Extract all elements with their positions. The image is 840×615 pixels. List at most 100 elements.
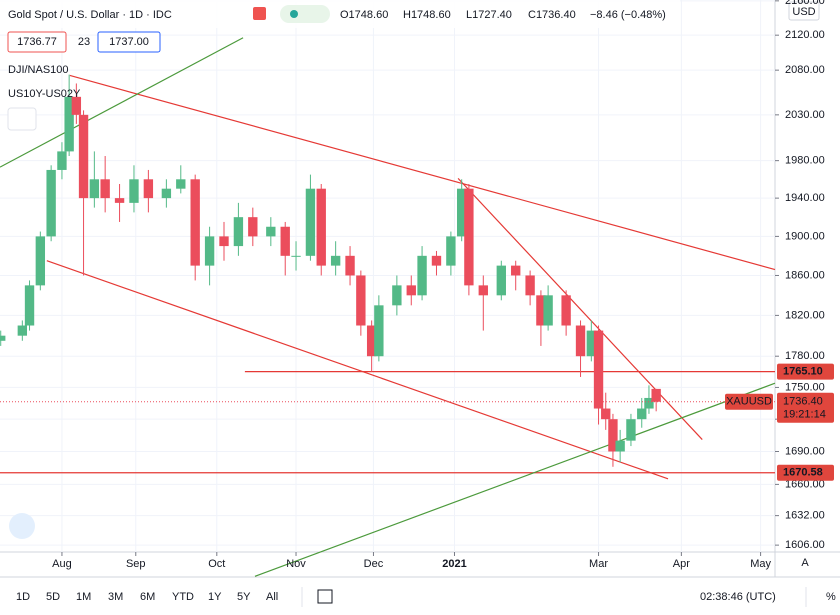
candle — [366, 320, 377, 372]
range-button[interactable]: 5D — [46, 591, 60, 603]
candle — [626, 413, 636, 447]
candle — [356, 270, 366, 336]
candle-body — [35, 236, 46, 286]
candle — [316, 183, 326, 276]
spread: 23 — [78, 36, 90, 48]
clock: 02:38:46 (UTC) — [700, 591, 776, 603]
range-button[interactable]: 5Y — [237, 591, 251, 603]
candle-body — [446, 236, 456, 266]
candle-body — [233, 217, 244, 247]
candle — [593, 325, 604, 425]
candle — [644, 385, 654, 414]
currency: USD — [792, 6, 815, 18]
candle-body — [626, 419, 636, 441]
price-tag: 1765.10 — [783, 366, 823, 378]
candle — [291, 241, 301, 271]
y-tick-label: 2160.00 — [785, 0, 825, 7]
candle-body — [305, 188, 316, 256]
candle-body — [543, 295, 553, 326]
countdown: 19:21:14 — [783, 409, 826, 421]
y-tick-label: 2080.00 — [785, 64, 825, 76]
candle-body — [417, 255, 427, 296]
candle — [345, 246, 355, 286]
candle — [586, 320, 597, 362]
candle — [233, 202, 244, 256]
y-tick-label: 1780.00 — [785, 350, 825, 362]
range-button[interactable]: All — [266, 591, 278, 603]
candle-body — [143, 179, 154, 199]
candle-body — [651, 388, 661, 402]
candle-body — [24, 285, 35, 326]
auto-scale[interactable]: A — [801, 557, 809, 569]
candle-body — [0, 335, 6, 341]
candle-body — [586, 330, 597, 357]
y-tick-label: 1820.00 — [785, 309, 825, 321]
candle — [17, 320, 28, 341]
range-button[interactable]: 1D — [16, 591, 30, 603]
candle — [496, 260, 506, 301]
candle-body — [431, 255, 442, 266]
candle — [305, 174, 316, 261]
candle — [543, 285, 553, 331]
candle — [204, 226, 215, 286]
candle-body — [89, 179, 100, 199]
range-button[interactable]: YTD — [172, 591, 194, 603]
collapse-btn[interactable] — [7, 107, 37, 131]
candle-body — [190, 179, 200, 266]
currency-box — [788, 1, 820, 21]
ohlc-value: L1727.40 — [466, 9, 512, 21]
price-tag-bg — [777, 464, 834, 481]
price-tag-bg — [777, 392, 834, 423]
symbol-tag: XAUUSD — [726, 396, 772, 408]
trend-line — [46, 260, 669, 480]
bid-box[interactable] — [7, 31, 67, 53]
ask-box[interactable] — [97, 31, 161, 53]
price-tag-bg — [777, 363, 834, 380]
y-tick-label: 1980.00 — [785, 155, 825, 167]
candle — [561, 290, 571, 336]
candle-body — [525, 275, 535, 296]
candle-body — [356, 275, 366, 326]
candle — [64, 74, 74, 157]
x-tick-label: Aug — [52, 558, 72, 570]
symbol-tag-bg — [725, 393, 773, 410]
range-button[interactable]: 1Y — [208, 591, 222, 603]
x-tick-label: Dec — [364, 558, 384, 570]
candle-body — [366, 325, 377, 357]
candle-body — [496, 265, 506, 296]
candle — [100, 156, 110, 213]
candle — [24, 280, 35, 331]
range-button[interactable]: 3M — [108, 591, 123, 603]
ohlc-value: O1748.60 — [340, 9, 388, 21]
candle-body — [316, 188, 326, 266]
trend-line — [457, 177, 703, 440]
range-button[interactable]: 1M — [76, 591, 91, 603]
candle — [129, 165, 139, 213]
candle — [608, 413, 618, 467]
indicator-label: US10Y-US02Y — [8, 88, 81, 100]
date-range-icon[interactable] — [317, 589, 333, 604]
range-button[interactable]: 6M — [140, 591, 155, 603]
candle-body — [78, 114, 89, 199]
candle-body — [57, 151, 67, 170]
percent-toggle[interactable]: % — [826, 591, 836, 603]
candle — [266, 217, 276, 247]
candle — [0, 330, 6, 346]
trend-line — [0, 37, 244, 168]
y-tick-label: 2120.00 — [785, 29, 825, 41]
candle — [71, 83, 82, 124]
candle-body — [17, 325, 28, 336]
ohlc-value: H1748.60 — [403, 9, 451, 21]
x-tick-label: 2021 — [442, 558, 466, 570]
candle — [46, 165, 56, 242]
status-pill — [280, 5, 330, 23]
x-tick-label: Apr — [673, 558, 690, 570]
candle-body — [536, 295, 546, 326]
candle-body — [219, 236, 229, 247]
candle — [330, 241, 341, 276]
symbol-title: Gold Spot / U.S. Dollar · 1D · IDC — [8, 9, 172, 21]
alert-icon[interactable] — [253, 7, 266, 20]
candle — [651, 388, 661, 412]
